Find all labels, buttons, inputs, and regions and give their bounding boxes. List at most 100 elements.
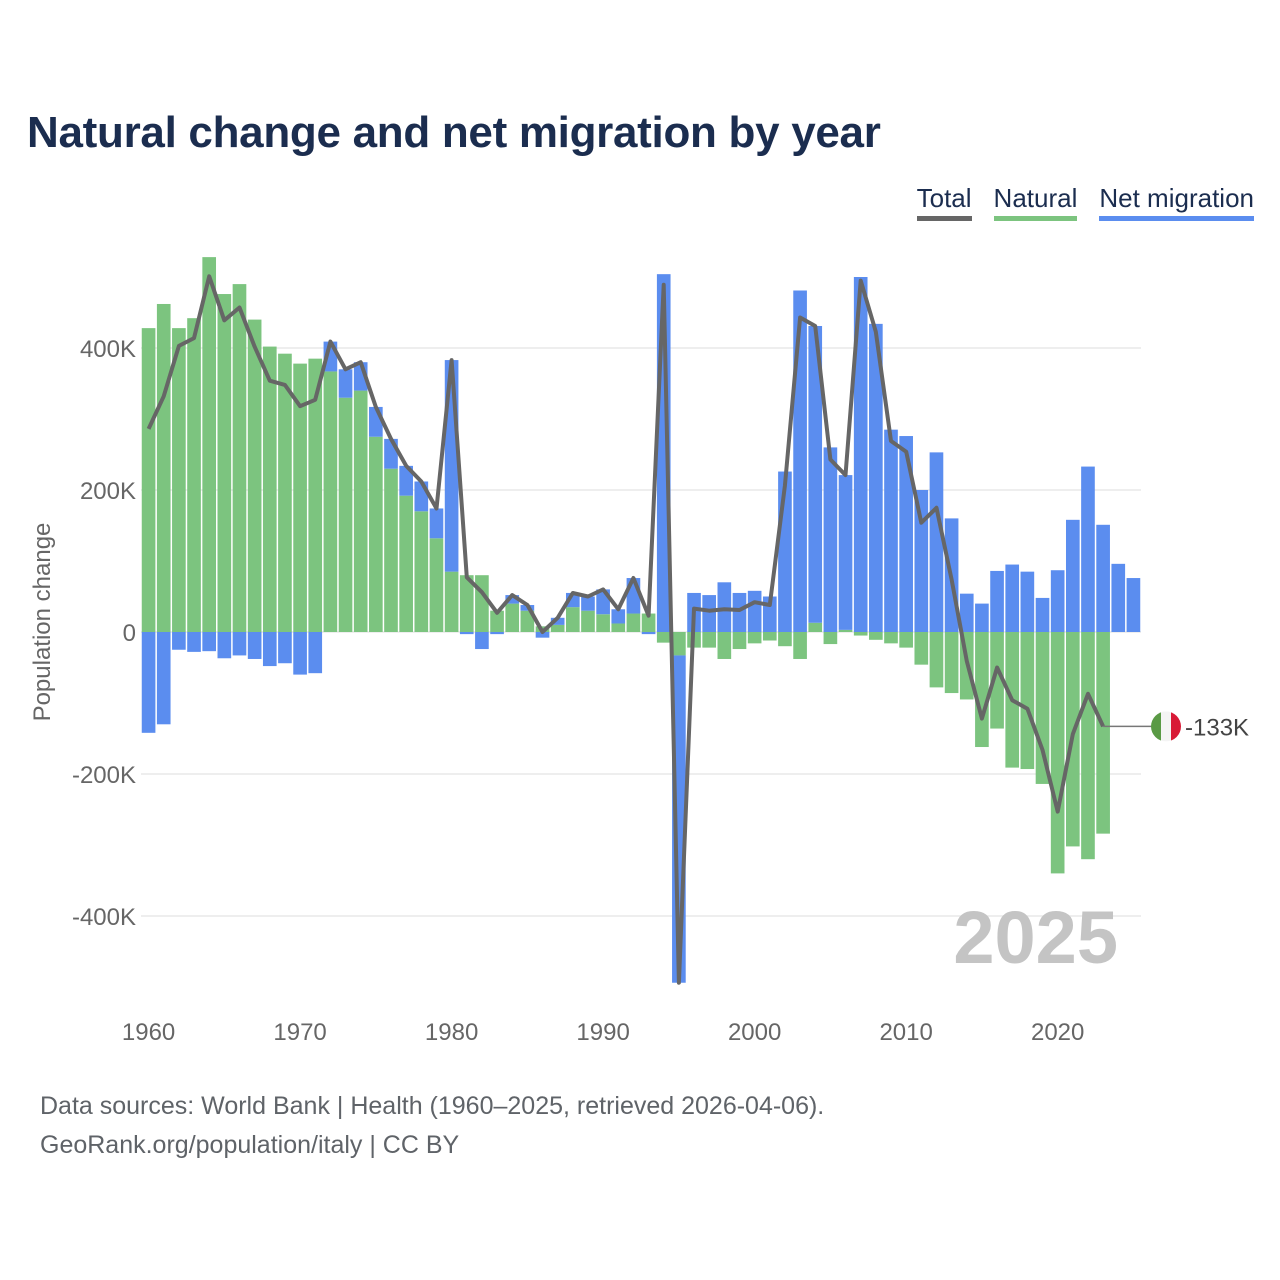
legend-item-natural[interactable]: Natural: [993, 183, 1078, 221]
end-marker: -133K: [1103, 711, 1249, 742]
bar-natural: [884, 632, 898, 644]
bar-net-migration: [217, 632, 232, 659]
x-tick-label: 2010: [879, 1019, 932, 1046]
bar-natural: [975, 632, 989, 748]
bar-natural: [202, 257, 217, 632]
bar-net-migration: [611, 609, 626, 624]
bar-net-migration: [884, 429, 898, 632]
bar-net-migration: [232, 632, 247, 656]
bar-net-migration: [717, 582, 732, 632]
bar-natural: [278, 353, 292, 632]
bar-natural: [156, 303, 171, 632]
bar-natural: [293, 363, 307, 632]
bar-natural: [338, 397, 353, 632]
end-value-label: -133K: [1185, 714, 1249, 741]
bar-net-migration: [172, 632, 186, 650]
bar-natural: [808, 622, 823, 632]
bar-natural: [262, 346, 277, 632]
bar-natural: [217, 294, 232, 632]
bar-natural: [596, 614, 610, 632]
legend-item-net-migration[interactable]: Net migration: [1099, 183, 1254, 221]
bars: [141, 257, 1141, 983]
bar-natural: [323, 371, 338, 632]
bar-net-migration: [1126, 578, 1141, 632]
bar-net-migration: [459, 632, 474, 635]
bar-net-migration: [702, 595, 717, 632]
bar-natural: [490, 610, 504, 632]
bar-natural: [429, 538, 444, 632]
x-tick-label: 2020: [1031, 1019, 1084, 1046]
source-line-2[interactable]: GeoRank.org/population/italy | CC BY: [40, 1131, 460, 1159]
bar-net-migration: [550, 617, 565, 625]
bar-natural: [899, 632, 913, 648]
bar-net-migration: [899, 436, 913, 632]
bar-net-migration: [429, 508, 444, 539]
bar-natural: [475, 575, 489, 632]
bar-net-migration: [1005, 564, 1020, 632]
bar-net-migration: [247, 632, 262, 659]
bar-natural: [369, 436, 383, 632]
bar-natural: [520, 610, 535, 632]
bar-net-migration: [975, 603, 989, 632]
bar-natural: [823, 632, 838, 645]
bar-net-migration: [732, 592, 747, 632]
bar-net-migration: [535, 632, 550, 638]
bar-natural: [1050, 632, 1065, 874]
legend-item-total[interactable]: Total: [916, 183, 972, 221]
bar-natural: [732, 632, 747, 650]
bar-natural: [581, 610, 595, 632]
x-axis-ticks: 1960 1970 1980 1990 2000 2010 2020: [122, 1019, 1084, 1046]
bar-natural: [565, 607, 580, 632]
bar-net-migration: [1096, 524, 1110, 632]
bar-natural: [747, 632, 762, 644]
bar-net-migration: [853, 277, 868, 632]
bar-net-migration: [202, 632, 217, 652]
bar-natural: [1020, 632, 1035, 770]
bar-net-migration: [141, 632, 156, 733]
x-tick-label: 1990: [576, 1019, 629, 1046]
grid-lines: [141, 347, 1141, 917]
y-tick-label: 400K: [80, 336, 136, 363]
source-note: Data sources: World Bank | Health (1960–…: [40, 1087, 824, 1165]
bar-net-migration: [1035, 597, 1050, 632]
year-watermark: 2025: [953, 896, 1118, 979]
bar-net-migration: [929, 452, 944, 632]
bar-natural: [793, 632, 807, 659]
bar-net-migration: [505, 595, 520, 604]
bar-natural: [399, 495, 413, 632]
x-tick-label: 1970: [273, 1019, 326, 1046]
bar-net-migration: [308, 632, 323, 674]
bar-net-migration: [869, 323, 883, 632]
y-tick-label: -400K: [72, 904, 136, 931]
bar-natural: [853, 632, 868, 636]
bar-natural: [187, 318, 201, 632]
bar-natural: [702, 632, 717, 648]
source-line-1: Data sources: World Bank | Health (1960–…: [40, 1092, 825, 1120]
bar-net-migration: [581, 596, 595, 611]
bar-net-migration: [262, 632, 277, 667]
bar-net-migration: [187, 632, 201, 652]
bar-natural: [717, 632, 732, 659]
bar-net-migration: [1081, 466, 1095, 632]
x-tick-label: 1980: [425, 1019, 478, 1046]
bar-natural: [308, 358, 323, 632]
total-line: [146, 274, 1105, 985]
bar-net-migration: [1050, 570, 1065, 632]
bar-natural: [1096, 632, 1110, 834]
bar-net-migration: [475, 632, 489, 650]
y-tick-label: 200K: [80, 478, 136, 505]
bar-net-migration: [808, 325, 823, 623]
bar-net-migration: [747, 590, 762, 632]
bar-net-migration: [1020, 571, 1035, 632]
bar-natural: [232, 284, 247, 632]
bar-natural: [384, 468, 398, 632]
y-tick-label: 0: [123, 620, 136, 647]
bar-natural: [141, 328, 156, 632]
bar-net-migration: [1111, 563, 1126, 632]
y-axis-ticks: 400K 200K 0 -200K -400K: [72, 336, 136, 931]
bar-natural: [247, 319, 262, 632]
bar-natural: [838, 629, 853, 632]
bar-net-migration: [1065, 519, 1080, 632]
bar-natural: [944, 632, 959, 694]
bar-natural: [929, 632, 944, 688]
